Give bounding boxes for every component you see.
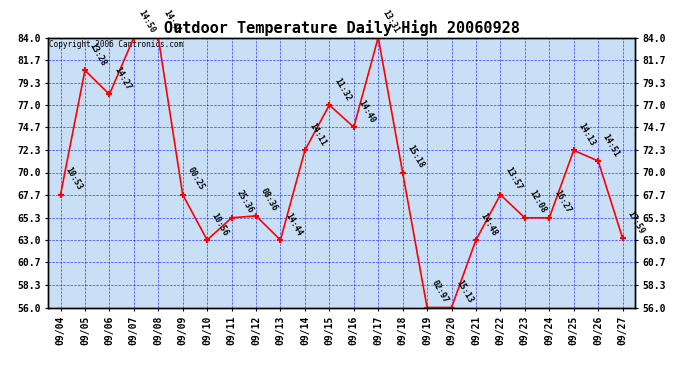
Text: 02:97: 02:97 bbox=[430, 279, 450, 305]
Text: 14:13: 14:13 bbox=[576, 122, 597, 147]
Text: 14:27: 14:27 bbox=[112, 66, 132, 92]
Text: 14:48: 14:48 bbox=[479, 211, 499, 237]
Text: 00:25: 00:25 bbox=[186, 166, 206, 192]
Text: 14:44: 14:44 bbox=[283, 211, 304, 237]
Text: 15:13: 15:13 bbox=[454, 279, 475, 305]
Text: Copyright 2006 Cantronics.com: Copyright 2006 Cantronics.com bbox=[50, 40, 184, 49]
Text: 13:31: 13:31 bbox=[381, 9, 402, 35]
Text: 25:36: 25:36 bbox=[235, 189, 255, 215]
Text: 13:57: 13:57 bbox=[503, 166, 524, 192]
Text: 14:46: 14:46 bbox=[161, 9, 181, 35]
Title: Outdoor Temperature Daily High 20060928: Outdoor Temperature Daily High 20060928 bbox=[164, 20, 520, 36]
Text: 15:18: 15:18 bbox=[406, 144, 426, 170]
Text: 10:53: 10:53 bbox=[63, 166, 83, 192]
Text: 14:50: 14:50 bbox=[137, 9, 157, 35]
Text: 14:11: 14:11 bbox=[308, 122, 328, 147]
Text: 10:56: 10:56 bbox=[210, 211, 230, 237]
Text: 12:08: 12:08 bbox=[528, 189, 548, 215]
Text: 14:40: 14:40 bbox=[357, 98, 377, 124]
Text: 16:27: 16:27 bbox=[552, 189, 572, 215]
Text: 11:32: 11:32 bbox=[332, 76, 353, 102]
Text: 14:51: 14:51 bbox=[601, 132, 621, 158]
Text: 17:59: 17:59 bbox=[625, 209, 646, 235]
Text: 08:36: 08:36 bbox=[259, 187, 279, 213]
Text: 13:28: 13:28 bbox=[88, 41, 108, 68]
